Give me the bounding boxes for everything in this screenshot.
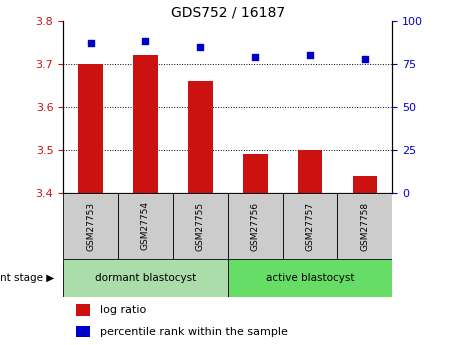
- Text: GSM27758: GSM27758: [360, 201, 369, 250]
- Point: [252, 54, 259, 60]
- Point: [307, 52, 314, 58]
- Text: GSM27757: GSM27757: [306, 201, 314, 250]
- Bar: [298, 150, 322, 193]
- Bar: [76, 326, 90, 337]
- Text: GSM27754: GSM27754: [141, 201, 150, 250]
- Text: development stage ▶: development stage ▶: [0, 273, 54, 283]
- Text: GSM27756: GSM27756: [251, 201, 260, 250]
- Text: GSM27753: GSM27753: [86, 201, 95, 250]
- FancyBboxPatch shape: [337, 193, 392, 259]
- FancyBboxPatch shape: [63, 259, 228, 297]
- Bar: [353, 176, 377, 193]
- Bar: [78, 64, 103, 193]
- Point: [197, 44, 204, 49]
- FancyBboxPatch shape: [118, 193, 173, 259]
- Bar: [243, 154, 267, 193]
- Text: GSM27755: GSM27755: [196, 201, 205, 250]
- FancyBboxPatch shape: [63, 193, 118, 259]
- Text: log ratio: log ratio: [100, 305, 146, 315]
- Text: dormant blastocyst: dormant blastocyst: [95, 273, 196, 283]
- Bar: [76, 304, 90, 316]
- Bar: [133, 55, 158, 193]
- FancyBboxPatch shape: [228, 193, 283, 259]
- Text: active blastocyst: active blastocyst: [266, 273, 354, 283]
- Point: [361, 56, 368, 61]
- FancyBboxPatch shape: [228, 259, 392, 297]
- Bar: [188, 81, 213, 193]
- Text: percentile rank within the sample: percentile rank within the sample: [100, 327, 288, 337]
- Point: [142, 39, 149, 44]
- FancyBboxPatch shape: [283, 193, 337, 259]
- FancyBboxPatch shape: [173, 193, 228, 259]
- Title: GDS752 / 16187: GDS752 / 16187: [170, 6, 285, 20]
- Point: [87, 40, 94, 46]
